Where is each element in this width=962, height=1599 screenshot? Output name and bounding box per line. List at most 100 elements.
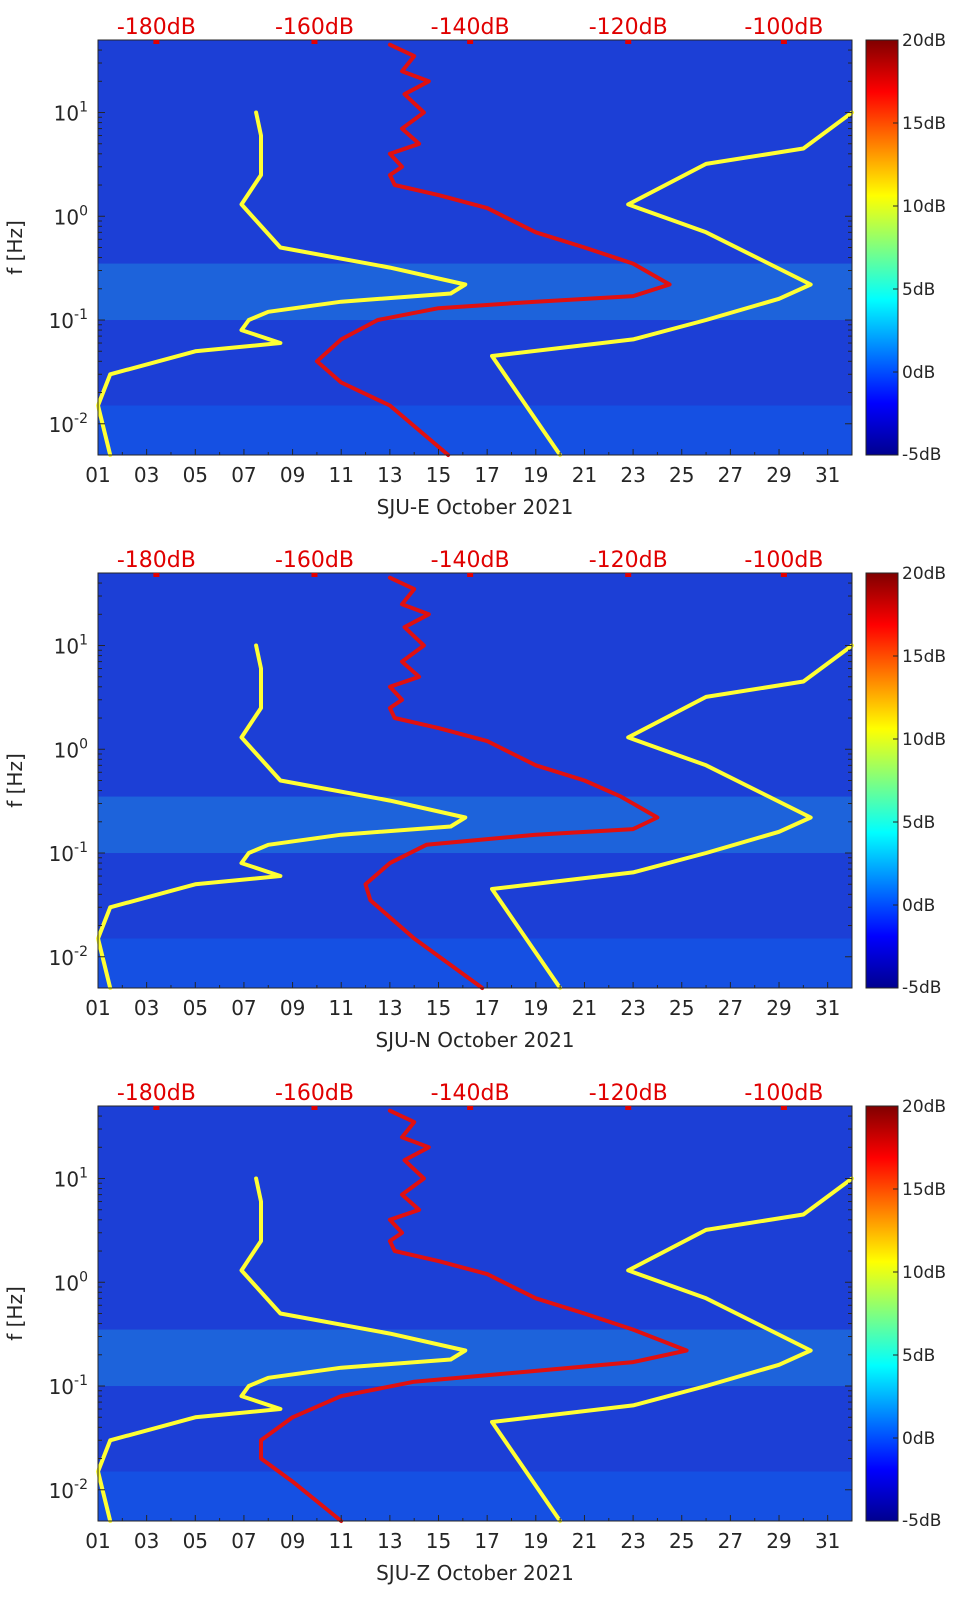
- series-line: [314, 42, 672, 457]
- x-tick-label: 15: [426, 1529, 451, 1553]
- colorbar-label: 0dB: [902, 363, 935, 383]
- top-db-label: -120dB: [589, 15, 668, 40]
- top-db-label: -160dB: [275, 548, 354, 573]
- x-tick-label: 13: [377, 1529, 402, 1553]
- x-tick-label: 01: [85, 463, 110, 487]
- colorbar-label: 5dB: [902, 1346, 935, 1366]
- series-line: [96, 643, 468, 990]
- colorbar: [865, 572, 899, 989]
- series-line: [96, 110, 468, 457]
- y-axis-label: f [Hz]: [3, 1286, 27, 1341]
- x-tick-label: 13: [377, 996, 402, 1020]
- x-tick-label: 05: [183, 996, 208, 1020]
- x-tick-label: 05: [183, 1529, 208, 1553]
- x-tick-label: 03: [134, 996, 159, 1020]
- colorbar-label: 15dB: [902, 1180, 946, 1200]
- x-tick-label: 27: [718, 1529, 743, 1553]
- top-db-tick: [625, 1106, 632, 1110]
- colorbar-label: 0dB: [902, 1429, 935, 1449]
- x-tick-label: 11: [328, 1529, 353, 1553]
- x-tick-label: 15: [426, 996, 451, 1020]
- x-tick-label: 15: [426, 463, 451, 487]
- x-tick-label: 11: [328, 463, 353, 487]
- top-db-label: -140dB: [431, 15, 510, 40]
- x-tick-label: 11: [328, 996, 353, 1020]
- x-tick-label: 29: [766, 1529, 791, 1553]
- y-tick-label: 10-2: [49, 411, 88, 437]
- spectrogram-panel: 01 03 05 07 09 11 13 15 17 19 21 23 25 27 29 31 10-2 10-1…: [3, 548, 946, 1052]
- colorbar-label: 10dB: [902, 730, 946, 750]
- x-tick-label: 31: [815, 996, 840, 1020]
- colorbar-label: 20dB: [902, 1097, 946, 1117]
- colorbar-label: 0dB: [902, 896, 935, 916]
- colorbar-label: -5dB: [902, 445, 941, 465]
- colorbar: [865, 39, 899, 456]
- colorbar-label: 15dB: [902, 647, 946, 667]
- x-tick-label: 25: [669, 1529, 694, 1553]
- spectrogram-area: [98, 573, 852, 988]
- spectrogram-panel: 01 03 05 07 09 11 13 15 17 19 21 23 25 27 29 31 10-2 10-1…: [3, 1081, 946, 1585]
- top-db-tick: [625, 40, 632, 44]
- colorbar-label: -5dB: [902, 1511, 941, 1531]
- top-db-label: -140dB: [431, 548, 510, 573]
- low-frequency-band: [98, 405, 852, 455]
- top-db-tick: [780, 1106, 787, 1110]
- x-tick-label: 31: [815, 463, 840, 487]
- top-db-label: -160dB: [275, 1081, 354, 1106]
- top-db-label: -180dB: [117, 1081, 196, 1106]
- series-line: [96, 1176, 468, 1523]
- x-tick-label: 07: [231, 996, 256, 1020]
- x-axis-label: SJU-Z October 2021: [376, 1561, 574, 1585]
- x-tick-label: 09: [280, 996, 305, 1020]
- top-db-tick: [467, 573, 474, 577]
- top-db-label: -180dB: [117, 548, 196, 573]
- top-db-tick: [780, 573, 787, 577]
- top-db-label: -100dB: [744, 15, 823, 40]
- colorbar-label: 15dB: [902, 114, 946, 134]
- top-db-tick: [311, 40, 318, 44]
- y-axis-label: f [Hz]: [3, 220, 27, 275]
- x-tick-label: 17: [474, 1529, 499, 1553]
- y-tick-label: 10-1: [49, 1373, 88, 1399]
- x-tick-label: 25: [669, 463, 694, 487]
- x-tick-label: 05: [183, 463, 208, 487]
- x-tick-label: 03: [134, 463, 159, 487]
- x-tick-label: 25: [669, 996, 694, 1020]
- top-db-tick: [467, 1106, 474, 1110]
- y-tick-label: 10-1: [49, 307, 88, 333]
- x-axis-label: SJU-E October 2021: [377, 495, 574, 519]
- y-tick-label: 10-1: [49, 840, 88, 866]
- x-tick-label: 19: [523, 996, 548, 1020]
- top-db-tick: [780, 40, 787, 44]
- y-axis-label: f [Hz]: [3, 753, 27, 808]
- x-tick-label: 29: [766, 463, 791, 487]
- y-tick-label: 101: [54, 633, 88, 659]
- x-tick-label: 23: [620, 1529, 645, 1553]
- top-db-label: -140dB: [431, 1081, 510, 1106]
- x-tick-label: 01: [85, 1529, 110, 1553]
- top-db-tick: [625, 573, 632, 577]
- x-tick-label: 31: [815, 1529, 840, 1553]
- low-frequency-band: [98, 938, 852, 988]
- colorbar-label: 5dB: [902, 813, 935, 833]
- colorbar-label: -5dB: [902, 978, 941, 998]
- spectrogram-panel: 01 03 05 07 09 11 13 15 17 19 21 23 25 27 29 31 10-2 10-1…: [3, 15, 946, 519]
- top-db-label: -120dB: [589, 548, 668, 573]
- top-db-label: -160dB: [275, 15, 354, 40]
- y-tick-label: 100: [54, 203, 88, 229]
- x-tick-label: 17: [474, 463, 499, 487]
- x-tick-label: 21: [572, 463, 597, 487]
- y-tick-label: 100: [54, 736, 88, 762]
- colorbar-label: 10dB: [902, 197, 946, 217]
- y-tick-label: 10-2: [49, 944, 88, 970]
- colorbar-label: 20dB: [902, 31, 946, 51]
- x-tick-label: 21: [572, 1529, 597, 1553]
- y-tick-label: 10-2: [49, 1477, 88, 1503]
- x-tick-label: 09: [280, 1529, 305, 1553]
- top-db-tick: [311, 573, 318, 577]
- x-tick-label: 23: [620, 463, 645, 487]
- low-frequency-band: [98, 1471, 852, 1521]
- top-db-label: -100dB: [744, 548, 823, 573]
- x-tick-label: 17: [474, 996, 499, 1020]
